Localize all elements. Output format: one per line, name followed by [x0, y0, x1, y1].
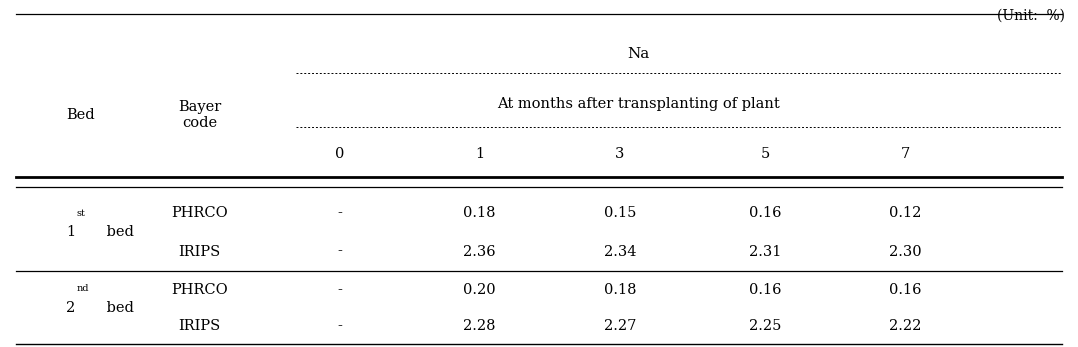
Text: -: -: [337, 206, 342, 220]
Text: PHRCO: PHRCO: [171, 283, 227, 297]
Text: 2.28: 2.28: [464, 319, 496, 333]
Text: 1: 1: [67, 226, 75, 239]
Text: 7: 7: [901, 147, 910, 161]
Text: 2.30: 2.30: [889, 245, 922, 259]
Text: Na: Na: [627, 47, 650, 61]
Text: 2.22: 2.22: [889, 319, 922, 333]
Text: 2: 2: [66, 301, 75, 315]
Text: 0.18: 0.18: [464, 206, 496, 220]
Text: 2.27: 2.27: [604, 319, 636, 333]
Text: 0.16: 0.16: [889, 283, 922, 297]
Text: 2.31: 2.31: [749, 245, 782, 259]
Text: -: -: [337, 283, 342, 297]
Text: 0.20: 0.20: [464, 283, 496, 297]
Text: 2.34: 2.34: [604, 245, 636, 259]
Text: 0.16: 0.16: [749, 283, 782, 297]
Text: 0.18: 0.18: [604, 283, 636, 297]
Text: 2.25: 2.25: [749, 319, 782, 333]
Text: nd: nd: [77, 285, 89, 293]
Text: 0.15: 0.15: [604, 206, 636, 220]
Text: IRIPS: IRIPS: [178, 319, 221, 333]
Text: -: -: [337, 319, 342, 333]
Text: bed: bed: [102, 301, 135, 315]
Text: Bayer
code: Bayer code: [178, 100, 221, 130]
Text: PHRCO: PHRCO: [171, 206, 227, 220]
Text: 1: 1: [475, 147, 484, 161]
Text: 0: 0: [335, 147, 344, 161]
Text: bed: bed: [102, 226, 135, 239]
Text: (Unit:  %): (Unit: %): [997, 9, 1065, 23]
Text: -: -: [337, 245, 342, 259]
Text: IRIPS: IRIPS: [178, 245, 221, 259]
Text: 0.12: 0.12: [889, 206, 922, 220]
Text: 3: 3: [616, 147, 624, 161]
Text: At months after transplanting of plant: At months after transplanting of plant: [497, 97, 780, 111]
Text: Bed: Bed: [67, 108, 95, 122]
Text: 2.36: 2.36: [464, 245, 496, 259]
Text: 5: 5: [761, 147, 770, 161]
Text: 0.16: 0.16: [749, 206, 782, 220]
Text: st: st: [77, 209, 85, 218]
